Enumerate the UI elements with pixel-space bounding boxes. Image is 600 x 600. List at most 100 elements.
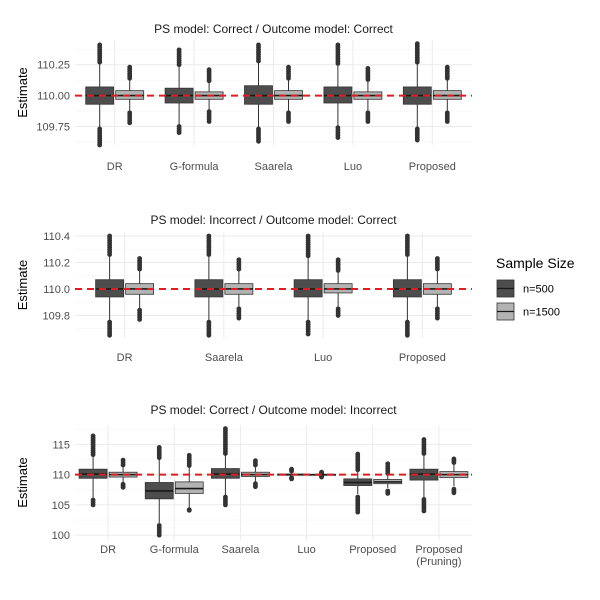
outlier-point — [127, 110, 133, 116]
outlier-point — [137, 307, 143, 313]
legend: Sample Size n=500 n=1500 — [496, 255, 575, 321]
y-tick-label: 110.25 — [37, 60, 70, 72]
outlier-point — [451, 486, 457, 492]
outlier-point — [434, 256, 440, 261]
outlier-point — [355, 494, 361, 500]
outlier-point — [335, 306, 341, 312]
x-tick-label: Proposed — [349, 544, 396, 556]
outlier-point — [335, 257, 341, 263]
outlier-point — [90, 497, 96, 503]
outlier-point — [186, 507, 192, 513]
outlier-point — [90, 433, 96, 439]
y-tick-label: 115 — [52, 439, 70, 451]
outlier-point — [286, 110, 291, 116]
outlier-point — [289, 466, 294, 472]
outlier-point — [335, 42, 341, 48]
legend-label: n=1500 — [523, 307, 560, 319]
x-tick-label: DR — [107, 161, 123, 173]
y-tick-label: 110.2 — [43, 257, 70, 269]
box-n1500 — [432, 64, 462, 124]
outlier-point — [156, 523, 162, 528]
outlier-point — [176, 124, 182, 129]
y-tick-label: 100 — [52, 530, 70, 542]
outlier-point — [385, 461, 391, 467]
outlier-point — [256, 42, 261, 48]
x-tick-label: DR — [117, 352, 133, 364]
outlier-point — [186, 452, 192, 458]
x-tick-label: G-formula — [150, 544, 200, 556]
x-tick-label: Saarela — [205, 352, 244, 364]
panel-2: 109.8 110.0 110.2 110.4 PS model: Incorrect … — [15, 213, 472, 364]
box-n500 — [343, 451, 373, 515]
outlier-point — [236, 257, 242, 263]
outlier-point — [97, 42, 103, 48]
outlier-point — [404, 319, 410, 325]
box-n500 — [211, 426, 240, 508]
x-tick-label: Saarela — [221, 544, 260, 556]
legend-label: n=500 — [523, 284, 554, 296]
panel-title: PS model: Correct / Outcome model: Incor… — [150, 403, 397, 417]
outlier-point — [256, 126, 261, 132]
y-tick-label: 109.75 — [36, 121, 70, 133]
x-tick-label: Proposed — [415, 544, 462, 556]
panel-3: 100 105 110 115 PS model: Correct / Outcome … — [15, 403, 472, 568]
box-n500 — [144, 444, 174, 538]
outlier-point — [414, 41, 420, 47]
outlier-point — [107, 233, 113, 239]
y-tick-label: 109.8 — [42, 310, 70, 322]
box-n500 — [392, 233, 422, 338]
box-n500 — [244, 42, 273, 144]
y-tick-label: 110.0 — [43, 284, 70, 296]
x-tick-label: Luo — [344, 161, 362, 173]
x-tick-label: Proposed — [399, 352, 446, 364]
outlier-point — [206, 319, 212, 325]
outlier-point — [120, 457, 126, 463]
outlier-point — [444, 64, 450, 70]
outlier-point — [365, 110, 371, 116]
outlier-point — [414, 126, 420, 132]
y-axis-label: Estimate — [15, 67, 30, 118]
box-n1500 — [174, 452, 204, 513]
outlier-point — [97, 126, 103, 132]
y-tick-label: 110.4 — [43, 231, 70, 243]
outlier-point — [434, 306, 440, 312]
x-tick-label: Luo — [314, 352, 332, 364]
y-axis-label: Estimate — [15, 260, 30, 311]
outlier-point — [223, 494, 228, 500]
outlier-point — [206, 67, 212, 73]
box-n1500 — [224, 257, 254, 321]
outlier-point — [176, 47, 182, 53]
panel-1: 109.75 110.00 110.25 PS model: Correct / Ou… — [15, 22, 472, 173]
outlier-point — [355, 451, 361, 457]
panel-title: PS model: Incorrect / Outcome model: Cor… — [150, 213, 397, 227]
outlier-point — [127, 64, 133, 70]
box-n500 — [323, 42, 353, 140]
outlier-point — [206, 109, 212, 115]
outlier-point — [236, 306, 242, 312]
x-tick-label: Luo — [297, 544, 315, 556]
box-n1500 — [323, 257, 353, 318]
outlier-point — [365, 66, 371, 71]
box-n500 — [95, 233, 125, 338]
outlier-point — [107, 319, 113, 325]
outlier-point — [305, 319, 311, 325]
x-tick-label: G-formula — [170, 161, 220, 173]
outlier-point — [404, 233, 410, 239]
legend-title: Sample Size — [496, 255, 575, 271]
box-n500 — [402, 41, 432, 143]
x-tick-label: (Pruning) — [416, 556, 461, 568]
outlier-point — [137, 256, 143, 261]
box-n1500 — [439, 456, 469, 496]
outlier-point — [289, 475, 294, 481]
box-n1500 — [274, 64, 303, 124]
outlier-point — [444, 110, 450, 116]
outlier-point — [305, 233, 311, 239]
outlier-point — [421, 497, 427, 502]
outlier-point — [223, 426, 228, 432]
outlier-point — [253, 458, 258, 464]
y-tick-label: 110.00 — [37, 91, 70, 103]
outlier-point — [319, 469, 324, 475]
outlier-point — [120, 481, 126, 487]
box — [174, 481, 204, 494]
box-n500 — [164, 47, 194, 136]
